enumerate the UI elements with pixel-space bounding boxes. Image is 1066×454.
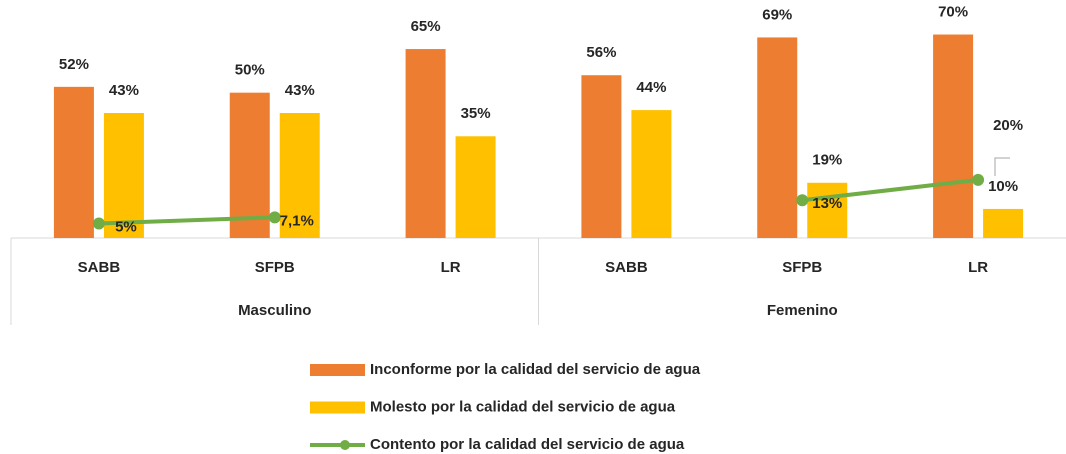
x-tick-label: SABB: [605, 259, 648, 276]
data-label: 7,1%: [280, 212, 314, 229]
group-label: Femenino: [767, 302, 838, 319]
data-label: 19%: [812, 152, 842, 169]
data-label: 10%: [988, 178, 1018, 195]
data-label: 50%: [235, 62, 265, 79]
bar: [103, 113, 144, 238]
group-label: Masculino: [238, 302, 311, 319]
bar: [53, 86, 94, 238]
bar: [229, 92, 270, 239]
legend-swatch: [340, 440, 350, 450]
data-label: 13%: [812, 195, 842, 212]
data-label: 52%: [59, 56, 89, 73]
data-label: 35%: [461, 105, 491, 122]
data-label: 20%: [993, 117, 1023, 134]
bar: [455, 136, 496, 238]
data-label: 70%: [938, 4, 968, 21]
line: [802, 177, 979, 203]
line-marker: [972, 173, 985, 186]
bar: [581, 75, 622, 238]
line-marker: [796, 194, 809, 207]
bar: [279, 113, 320, 238]
data-label: 5%: [115, 218, 137, 235]
data-label: 56%: [586, 44, 616, 61]
legend-swatch: [310, 364, 365, 376]
data-label: 43%: [109, 82, 139, 99]
data-label: 44%: [636, 79, 666, 96]
data-label: 65%: [411, 18, 441, 35]
legend-label: Inconforme por la calidad del servicio d…: [370, 361, 701, 378]
legend-label: Molesto por la calidad del servicio de a…: [370, 398, 676, 415]
x-tick-label: SFPB: [782, 259, 822, 276]
legend-label: Contento por la calidad del servicio de …: [370, 436, 685, 453]
bar: [933, 34, 974, 239]
x-tick-label: LR: [968, 259, 988, 276]
bar: [405, 49, 446, 238]
leader-line: [994, 157, 1010, 176]
bar: [757, 37, 798, 238]
data-label: 43%: [285, 82, 315, 99]
line-marker: [268, 211, 281, 224]
bar: [983, 208, 1024, 238]
legend-swatch: [310, 401, 365, 414]
line: [98, 215, 275, 226]
x-tick-label: SFPB: [255, 259, 295, 276]
data-label: 69%: [762, 6, 792, 23]
bar: [807, 182, 848, 238]
x-tick-label: LR: [441, 259, 461, 276]
x-tick-label: SABB: [78, 259, 121, 276]
line-marker: [92, 217, 105, 230]
bar: [631, 110, 672, 238]
